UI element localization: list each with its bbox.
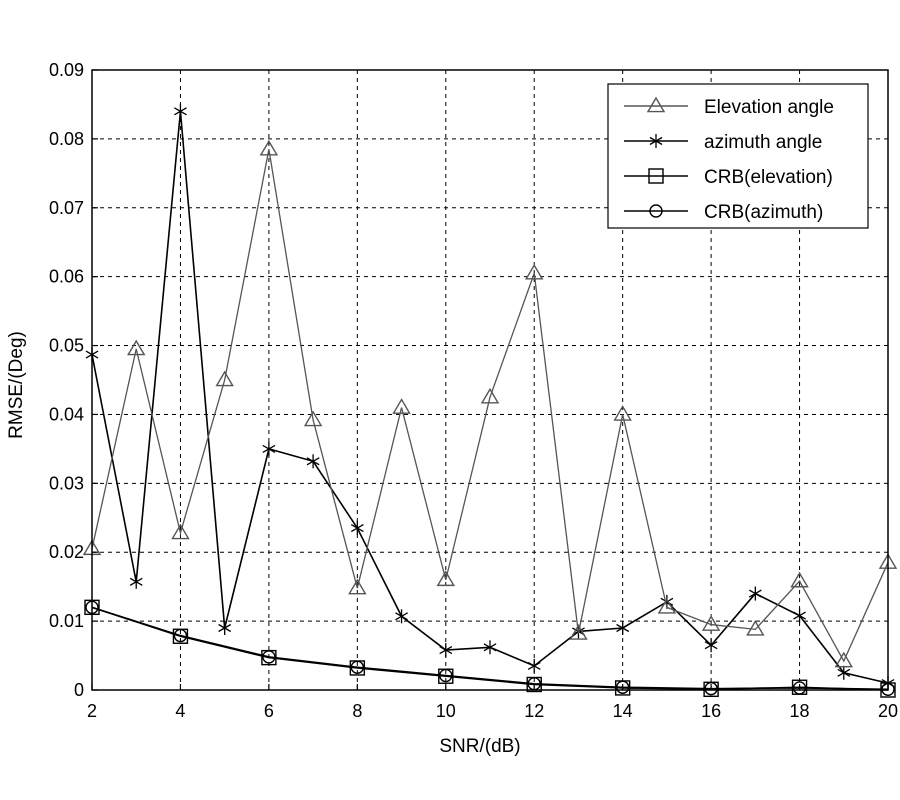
star-data-point — [262, 441, 276, 456]
legend-label: Elevation angle — [704, 97, 834, 118]
x-tick-label: 20 — [878, 701, 898, 721]
x-axis-label: SNR/(dB) — [439, 736, 520, 757]
y-tick-label: 0.05 — [49, 336, 84, 356]
legend: Elevation angle azimuth angle CRB(elevatio… — [607, 83, 869, 229]
y-tick-label: 0.08 — [49, 129, 84, 149]
x-tick-label: 12 — [524, 701, 544, 721]
x-tick-label: 10 — [436, 701, 456, 721]
legend-entry: azimuth angle — [624, 132, 822, 153]
star-data-point — [306, 454, 320, 469]
legend-marker — [649, 204, 663, 218]
star-data-point — [218, 621, 232, 635]
x-tick-label: 18 — [790, 701, 810, 721]
triangle-data-point — [348, 578, 367, 595]
star-data-point — [395, 609, 408, 624]
y-tick-label: 0.07 — [49, 198, 84, 218]
y-tick-label: 0.01 — [49, 611, 84, 631]
series-star — [85, 104, 895, 691]
triangle-data-point — [436, 570, 456, 587]
triangle-data-point — [480, 387, 500, 404]
legend-label: azimuth angle — [704, 132, 822, 153]
square-data-point — [172, 628, 189, 644]
star-data-point — [439, 643, 453, 658]
triangle-data-point — [834, 651, 854, 668]
legend-label: CRB(azimuth) — [704, 202, 823, 223]
y-axis-label: RMSE/(Deg) — [6, 331, 27, 439]
star-data-point — [793, 608, 806, 623]
triangle-data-point — [171, 523, 190, 540]
legend-entry: CRB(elevation) — [624, 167, 833, 188]
triangle-data-point — [215, 370, 234, 387]
x-tick-label: 4 — [175, 701, 185, 721]
star-data-point — [527, 658, 541, 673]
square-data-point — [614, 680, 631, 696]
star-data-point — [748, 586, 762, 601]
x-tick-label: 14 — [613, 701, 633, 721]
y-tick-label: 0.09 — [49, 60, 84, 80]
x-tick-label: 8 — [352, 701, 362, 721]
axis-ticks: 2 4 6 8 10 12 14 16 18 20 0 0.01 0.02 0.03 0.04 0.05 0.0… — [49, 60, 898, 721]
legend-label: CRB(elevation) — [704, 167, 833, 188]
series-triangle — [82, 139, 898, 668]
triangle-data-point — [259, 139, 279, 156]
square-data-point — [261, 649, 277, 666]
star-data-point — [483, 640, 497, 655]
legend-marker — [648, 168, 664, 184]
triangle-data-point — [569, 624, 588, 640]
triangle-data-point — [126, 339, 146, 356]
triangle-data-point — [524, 263, 544, 280]
star-data-point — [616, 621, 630, 635]
triangle-data-point — [657, 597, 677, 614]
x-tick-label: 6 — [264, 701, 274, 721]
square-data-point — [791, 679, 808, 695]
star-data-point — [350, 521, 364, 536]
triangle-data-point — [303, 410, 323, 427]
triangle-data-point — [613, 405, 632, 421]
square-data-point — [349, 660, 366, 676]
x-tick-label: 2 — [87, 701, 97, 721]
square-data-point — [438, 668, 454, 684]
star-data-point — [704, 638, 718, 653]
x-tick-label: 16 — [701, 701, 721, 721]
triangle-data-point — [790, 571, 809, 588]
triangle-data-point — [701, 615, 721, 631]
triangle-data-point — [746, 619, 765, 636]
y-tick-label: 0.06 — [49, 267, 84, 287]
legend-marker — [649, 134, 663, 148]
series-line — [91, 149, 889, 663]
y-tick-label: 0 — [74, 680, 84, 700]
y-tick-label: 0.02 — [49, 542, 84, 562]
y-tick-label: 0.03 — [49, 473, 84, 493]
star-data-point — [174, 104, 187, 119]
square-data-point — [526, 676, 542, 693]
legend-entry: Elevation angle — [624, 96, 834, 118]
series-line — [91, 606, 889, 691]
plot-frame — [91, 69, 889, 691]
star-data-point — [129, 574, 143, 589]
legend-marker — [646, 96, 666, 113]
y-tick-label: 0.04 — [49, 404, 84, 424]
triangle-data-point — [392, 398, 411, 414]
legend-box — [607, 83, 869, 229]
legend-entry: CRB(azimuth) — [624, 202, 823, 223]
star-data-point — [837, 665, 851, 680]
series-layer — [82, 104, 898, 698]
